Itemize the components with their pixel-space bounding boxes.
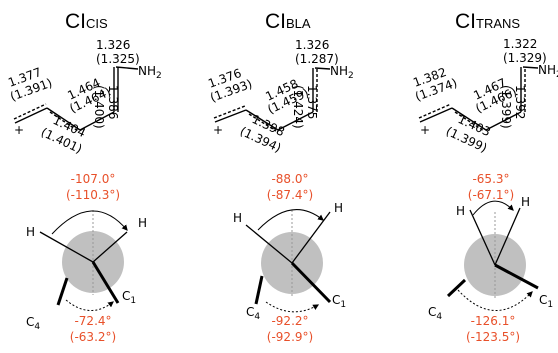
newman-projection: [39, 210, 128, 311]
atom-h-right: H: [138, 216, 147, 230]
atom-c4: C4: [26, 315, 40, 332]
dihedral-top-alt: (-110.3°): [66, 188, 120, 202]
atom-h-left: H: [233, 211, 242, 225]
atom-c4: C4: [246, 305, 260, 322]
dihedral-top-alt: (-67.1°): [468, 188, 514, 202]
charge-plus: +: [14, 123, 24, 137]
panel-title: CITRANS: [455, 10, 520, 33]
substituent-label: NH2: [138, 64, 162, 81]
atom-h-left: H: [26, 225, 35, 239]
panel-cis: CICIS + NH2 1.377 (1.391) 1.404 (1.401) …: [6, 10, 161, 344]
substituent-label: NH2: [330, 64, 354, 81]
dihedral-top: -65.3°: [472, 172, 509, 186]
charge-plus: +: [420, 123, 430, 137]
atom-c4: C4: [428, 305, 442, 322]
chain-skeleton: [213, 67, 331, 132]
dihedral-bottom: -126.1°: [471, 314, 516, 328]
bond-lengths: 1.376 (1.393) 1.398 (1.394) 1.458 (1.459…: [206, 38, 338, 155]
chain-skeleton: [418, 66, 539, 132]
newman-projection: [245, 209, 332, 313]
chain-skeleton: [13, 66, 139, 132]
bond-5-value-alt: (1.399): [499, 85, 513, 129]
bond-4-value-alt: (1.325): [96, 52, 140, 66]
atom-c1: C1: [539, 293, 553, 310]
bond-4-value-alt: (1.287): [295, 52, 339, 66]
newman-projection: [446, 200, 539, 311]
atom-c1: C1: [332, 293, 346, 310]
panel-bla: CIBLA + NH2 1.376 (1.393) 1.398 (1.394) …: [206, 10, 353, 344]
bond-5-value-alt: (1.424): [291, 85, 305, 129]
bond-5-value: 1.392: [513, 85, 527, 119]
bond-5-value: 1.375: [305, 85, 319, 119]
dihedral-top: -88.0°: [271, 172, 308, 186]
bond-lengths: 1.377 (1.391) 1.404 (1.401) 1.464 (1.464…: [6, 38, 139, 156]
dihedral-bottom: -72.4°: [74, 314, 111, 328]
atom-h-right: H: [334, 201, 343, 215]
dihedral-top-alt: (-87.4°): [267, 188, 313, 202]
bond-5-value: 1.386: [106, 85, 120, 119]
bond-4-value: 1.322: [503, 37, 537, 51]
bond-5-value-alt: (1.400): [92, 85, 106, 129]
bond-lengths: 1.382 (1.374) 1.403 (1.399) 1.467 (1.466…: [411, 37, 546, 155]
substituent-label: NH2: [538, 63, 558, 80]
atom-h-left: H: [456, 204, 465, 218]
charge-plus: +: [213, 123, 223, 137]
dihedral-bottom: -92.2°: [271, 314, 308, 328]
dihedral-bottom-alt: (-63.2°): [70, 330, 116, 344]
panel-title: CIBLA: [265, 10, 311, 33]
bond-4-value-alt: (1.329): [503, 51, 547, 65]
dihedral-bottom-alt: (-123.5°): [466, 330, 520, 344]
bond-4-value: 1.326: [295, 38, 329, 52]
atom-c1: C1: [122, 289, 136, 306]
atom-h-right: H: [521, 195, 530, 209]
dihedral-top: -107.0°: [71, 172, 116, 186]
panel-title: CICIS: [65, 10, 108, 33]
bond-4-value: 1.326: [96, 38, 130, 52]
dihedral-bottom-alt: (-92.9°): [267, 330, 313, 344]
panel-trans: CITRANS + NH2 1.382 (1.374) 1.403 (1.399…: [411, 10, 558, 344]
